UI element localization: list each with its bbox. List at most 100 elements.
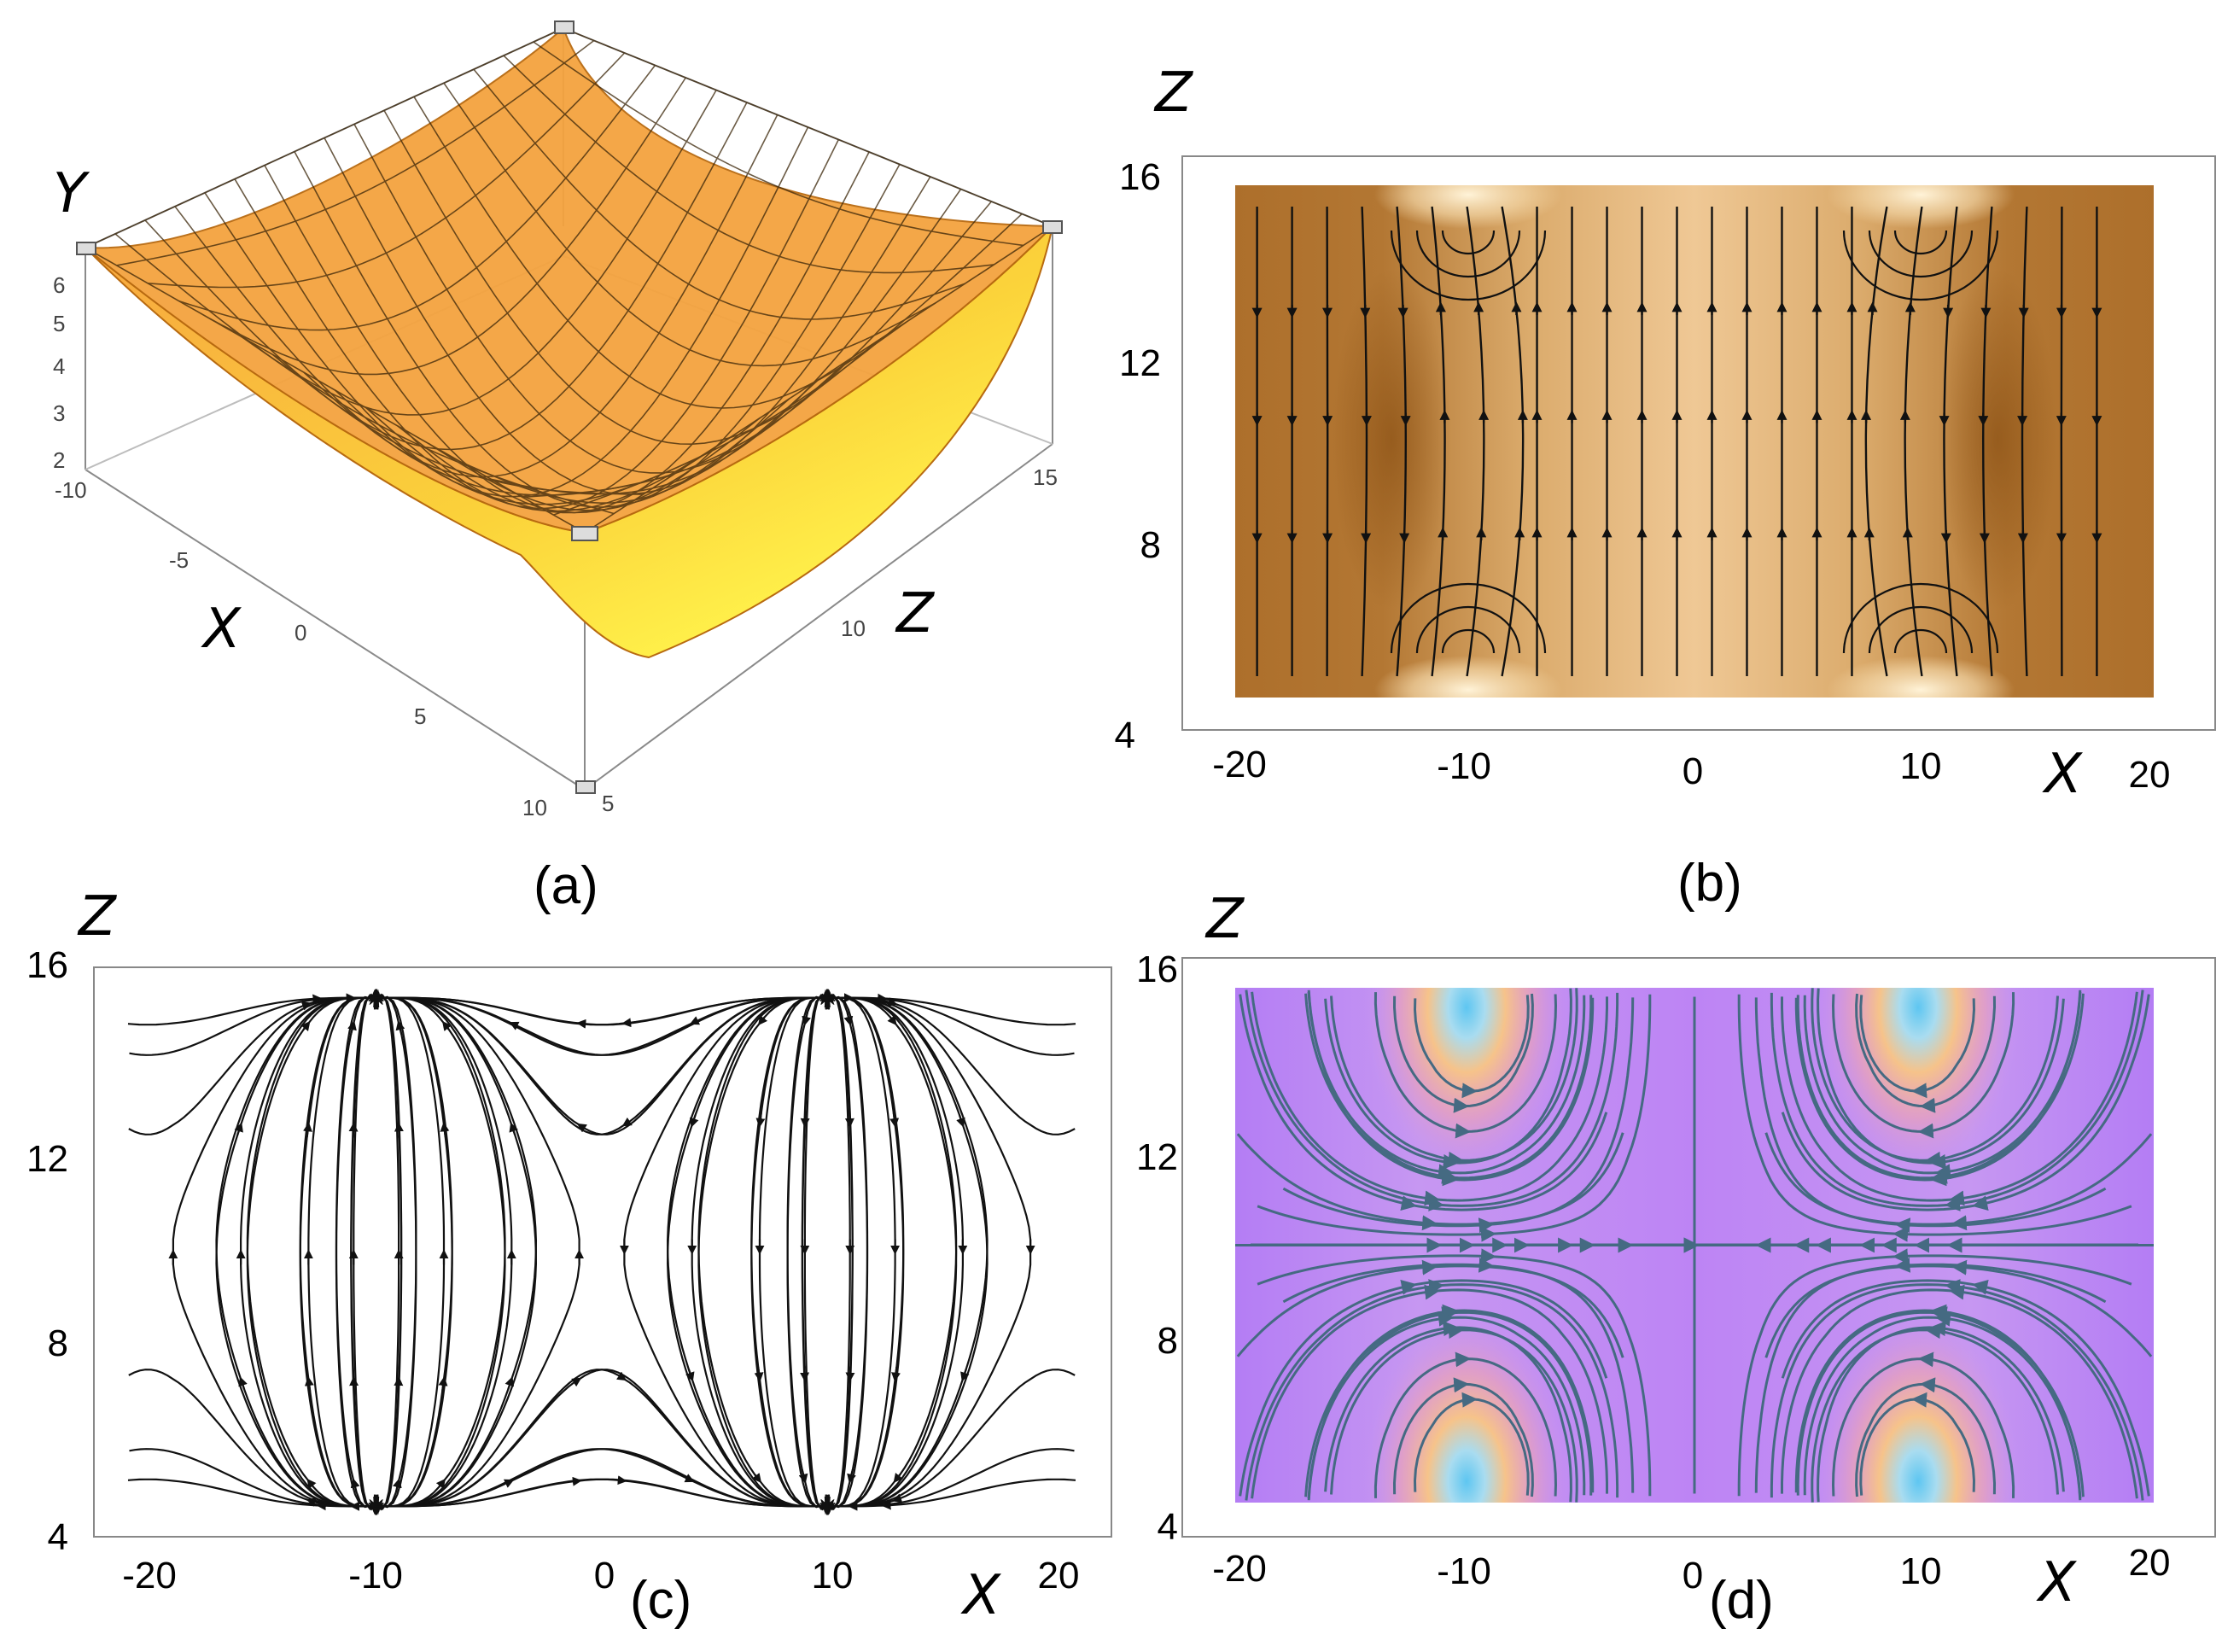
streamline	[299, 992, 383, 1513]
stream-arrow	[1441, 1306, 1458, 1322]
c-y-tick-16: 16	[26, 944, 68, 986]
panel-a-corner-markers	[76, 20, 1063, 794]
streamline	[750, 992, 835, 1513]
stream-arrow	[1400, 1195, 1417, 1211]
stream-arrow	[306, 1497, 317, 1507]
b-y-tick-16: 16	[1119, 156, 1161, 198]
y-tick-3: 3	[53, 400, 65, 426]
streamline	[350, 989, 377, 1515]
panel-b-frame	[1181, 155, 2216, 731]
surface-mesh-line	[503, 55, 994, 274]
panel-d-y-ticks: 16 12 8 4	[1136, 949, 1178, 1548]
stream-arrow	[617, 1475, 627, 1486]
stream-arrow	[1448, 1151, 1464, 1167]
streamline	[1326, 206, 1329, 677]
surface-mesh-line	[397, 151, 870, 514]
stream-arrow	[755, 1112, 766, 1128]
stream-arrow	[891, 1366, 901, 1382]
panel-a-y-ticks: 6 5 4 3 2	[53, 272, 65, 473]
stream-arrow	[887, 1015, 897, 1026]
stream-arrow	[1934, 1164, 1951, 1180]
stream-arrow	[438, 1376, 448, 1392]
streamline	[826, 989, 854, 1515]
streamline	[375, 989, 403, 1515]
c-y-tick-8: 8	[48, 1322, 68, 1364]
stream-arrow	[350, 1478, 360, 1492]
stream-arrow	[238, 1376, 248, 1390]
streamline	[369, 992, 453, 1513]
stream-arrow	[234, 1122, 243, 1135]
surface-mesh-line	[553, 213, 1023, 516]
stream-arrow	[306, 1478, 317, 1489]
stream-arrow	[1948, 1284, 1965, 1300]
stream-arrow	[1438, 1311, 1455, 1327]
x-tick-5: 5	[414, 703, 426, 729]
stream-arrow	[689, 1114, 699, 1128]
y-tick-5: 5	[53, 311, 65, 336]
streamline	[1441, 628, 1496, 654]
panel-d-streamplot: 16 12 8 4 -20 -10 0 10 20 Z X (d)	[1136, 888, 2216, 1630]
stream-arrow	[685, 1369, 695, 1382]
x-tick-10: 10	[522, 795, 547, 820]
streamline	[750, 991, 835, 1512]
streamline	[370, 989, 506, 1508]
stream-arrow	[847, 1469, 856, 1484]
stream-arrow	[754, 1366, 764, 1382]
y-tick-6: 6	[53, 272, 65, 298]
stream-arrow	[576, 1123, 588, 1133]
stream-arrow	[1442, 1170, 1459, 1187]
streamline	[172, 990, 383, 1514]
streamline	[1868, 230, 1974, 278]
panel-c-caption: (c)	[630, 1571, 691, 1630]
d-x-tick-10: 10	[1900, 1550, 1942, 1592]
d-x-tick-m10: -10	[1437, 1550, 1491, 1592]
x-tick-m5: -5	[169, 547, 189, 573]
streamline	[623, 990, 834, 1514]
stream-arrow	[1428, 1279, 1445, 1295]
streamline	[826, 989, 854, 1515]
y-tick-4: 4	[53, 353, 65, 379]
panel-b-streamplot: 16 12 8 4 -20 -10 0 10 20 Z X (b)	[1115, 61, 2216, 913]
stream-arrow	[304, 1376, 314, 1392]
stream-arrow	[441, 1020, 452, 1031]
stream-arrow	[956, 1114, 965, 1128]
c-x-tick-20: 20	[1038, 1555, 1080, 1597]
surface-mesh-line	[522, 201, 993, 499]
stream-arrow	[1448, 1323, 1464, 1340]
streamline	[1501, 206, 1525, 677]
stream-arrow	[348, 1122, 359, 1138]
streamline	[1396, 206, 1407, 677]
surface-mesh-line	[365, 139, 840, 510]
panel-c-y-ticks: 16 12 8 4	[26, 944, 68, 1558]
d-x-tick-0: 0	[1683, 1555, 1703, 1597]
panel-d-frame	[1181, 957, 2216, 1538]
stream-arrow	[1424, 1190, 1441, 1206]
stream-arrow	[1931, 1168, 1948, 1184]
panel-a-y-label: Y	[53, 162, 90, 225]
z-tick-10: 10	[841, 616, 866, 641]
b-y-tick-4: 4	[1115, 715, 1135, 756]
b-y-tick-8: 8	[1140, 524, 1161, 566]
streamline	[1982, 206, 1993, 677]
streamline	[369, 991, 453, 1512]
streamline	[1842, 582, 1999, 654]
streamline	[370, 996, 506, 1515]
surface-mesh-line	[473, 68, 965, 320]
stream-arrow	[300, 1001, 312, 1011]
streamline	[1842, 230, 1999, 301]
stream-arrow	[1948, 1190, 1965, 1206]
streamline	[1893, 230, 1948, 255]
streamline	[1466, 206, 1485, 677]
x-tick-m10: -10	[55, 477, 87, 503]
streamline	[1390, 230, 1547, 301]
stream-arrow	[303, 1122, 312, 1138]
stream-arrow	[615, 1371, 627, 1381]
panel-b-x-label: X	[2042, 743, 2083, 806]
stream-arrow	[893, 1473, 903, 1484]
b-x-tick-0: 0	[1683, 750, 1703, 792]
stream-arrow	[1972, 1280, 1989, 1295]
streamline	[820, 992, 905, 1513]
stream-arrow	[684, 1474, 695, 1483]
streamline	[801, 989, 829, 1515]
